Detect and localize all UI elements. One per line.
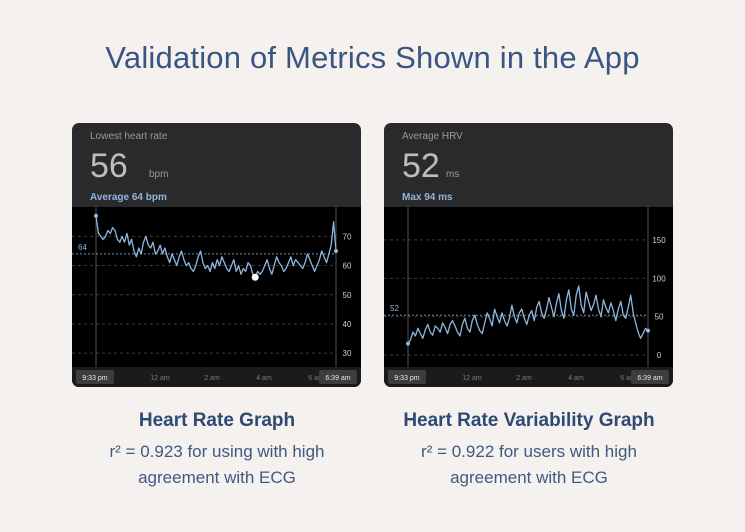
series-start-dot xyxy=(406,341,410,346)
y-tick-label: 100 xyxy=(652,274,666,283)
x-tick-label: 2 am xyxy=(516,375,532,382)
caption-line: agreement with ECG xyxy=(138,468,296,487)
series-end-dot xyxy=(334,248,338,253)
y-tick-label: 40 xyxy=(343,320,352,329)
end-time-label: 6:39 am xyxy=(325,375,350,382)
start-time-pill xyxy=(388,370,426,384)
time-axis-bar xyxy=(72,367,361,387)
heart-rate-chart-svg: 30 40 50 60 70 64 12 am 2 am 4 am 6 am 9:33 pm 6:39… xyxy=(72,207,361,387)
start-time-label: 9:33 pm xyxy=(394,375,419,382)
x-tick-label: 6 am xyxy=(308,375,324,382)
max-label: Max 94 ms xyxy=(402,192,453,203)
y-tick-label: 150 xyxy=(652,236,666,245)
hrv-caption: Heart Rate Variability Graph r² = 0.922 … xyxy=(374,410,684,491)
series-line xyxy=(407,285,649,344)
x-tick-label: 4 am xyxy=(568,375,584,382)
y-tick-label: 30 xyxy=(343,349,352,358)
caption-title: Heart Rate Graph xyxy=(138,410,296,431)
caption-title: Heart Rate Variability Graph xyxy=(403,410,655,431)
hrv-chart[interactable]: 0 50 100 150 52 12 am 2 am 4 am 6 am 9:33 pm 6:39 … xyxy=(384,207,673,387)
x-tick-label: 2 am xyxy=(204,375,220,382)
end-time-pill xyxy=(631,370,669,384)
metric-label: Lowest heart rate xyxy=(90,131,168,142)
minimum-marker-dot xyxy=(251,273,259,281)
time-axis-bar xyxy=(384,367,673,387)
hrv-card: Average HRV 52 ms Max 94 ms 0 50 100 150 52 1… xyxy=(384,123,673,387)
x-tick-label: 6 am xyxy=(620,375,636,382)
y-tick-label: 70 xyxy=(343,232,352,241)
x-tick-label: 12 am xyxy=(150,375,170,382)
metric-value: 56 xyxy=(90,147,128,185)
heart-rate-chart[interactable]: 30 40 50 60 70 64 12 am 2 am 4 am 6 am 9:33 pm 6:39… xyxy=(72,207,361,387)
y-tick-label: 50 xyxy=(343,291,352,300)
y-tick-label: 60 xyxy=(343,262,352,271)
hrv-chart-svg: 0 50 100 150 52 12 am 2 am 4 am 6 am 9:33 pm 6:39 … xyxy=(384,207,673,387)
heart-rate-caption: Heart Rate Graph r² = 0.923 for using wi… xyxy=(62,410,372,491)
metric-label: Average HRV xyxy=(402,131,463,142)
start-time-label: 9:33 pm xyxy=(82,375,107,382)
metric-value: 52 xyxy=(402,147,440,185)
caption-line: agreement with ECG xyxy=(450,468,608,487)
start-time-pill xyxy=(76,370,114,384)
end-time-label: 6:39 am xyxy=(637,375,662,382)
average-tag: 52 xyxy=(390,304,399,313)
card-header: Average HRV 52 ms Max 94 ms xyxy=(384,123,673,207)
y-tick-label: 0 xyxy=(657,351,662,360)
series-start-dot xyxy=(94,213,98,218)
metric-unit: ms xyxy=(446,169,460,180)
y-tick-label: 50 xyxy=(655,313,664,322)
metric-unit: bpm xyxy=(149,169,169,180)
end-time-pill xyxy=(319,370,357,384)
card-header: Lowest heart rate 56 bpm Average 64 bpm xyxy=(72,123,361,207)
x-tick-label: 12 am xyxy=(462,375,482,382)
heart-rate-card: Lowest heart rate 56 bpm Average 64 bpm … xyxy=(72,123,361,387)
average-label: Average 64 bpm xyxy=(90,192,167,203)
page-title: Validation of Metrics Shown in the App xyxy=(105,40,640,75)
average-tag: 64 xyxy=(78,243,87,252)
caption-line: r² = 0.923 for using with high xyxy=(109,442,325,461)
series-line xyxy=(95,215,337,278)
series-end-dot xyxy=(646,328,650,333)
x-tick-label: 4 am xyxy=(256,375,272,382)
caption-line: r² = 0.922 for users with high xyxy=(421,442,637,461)
